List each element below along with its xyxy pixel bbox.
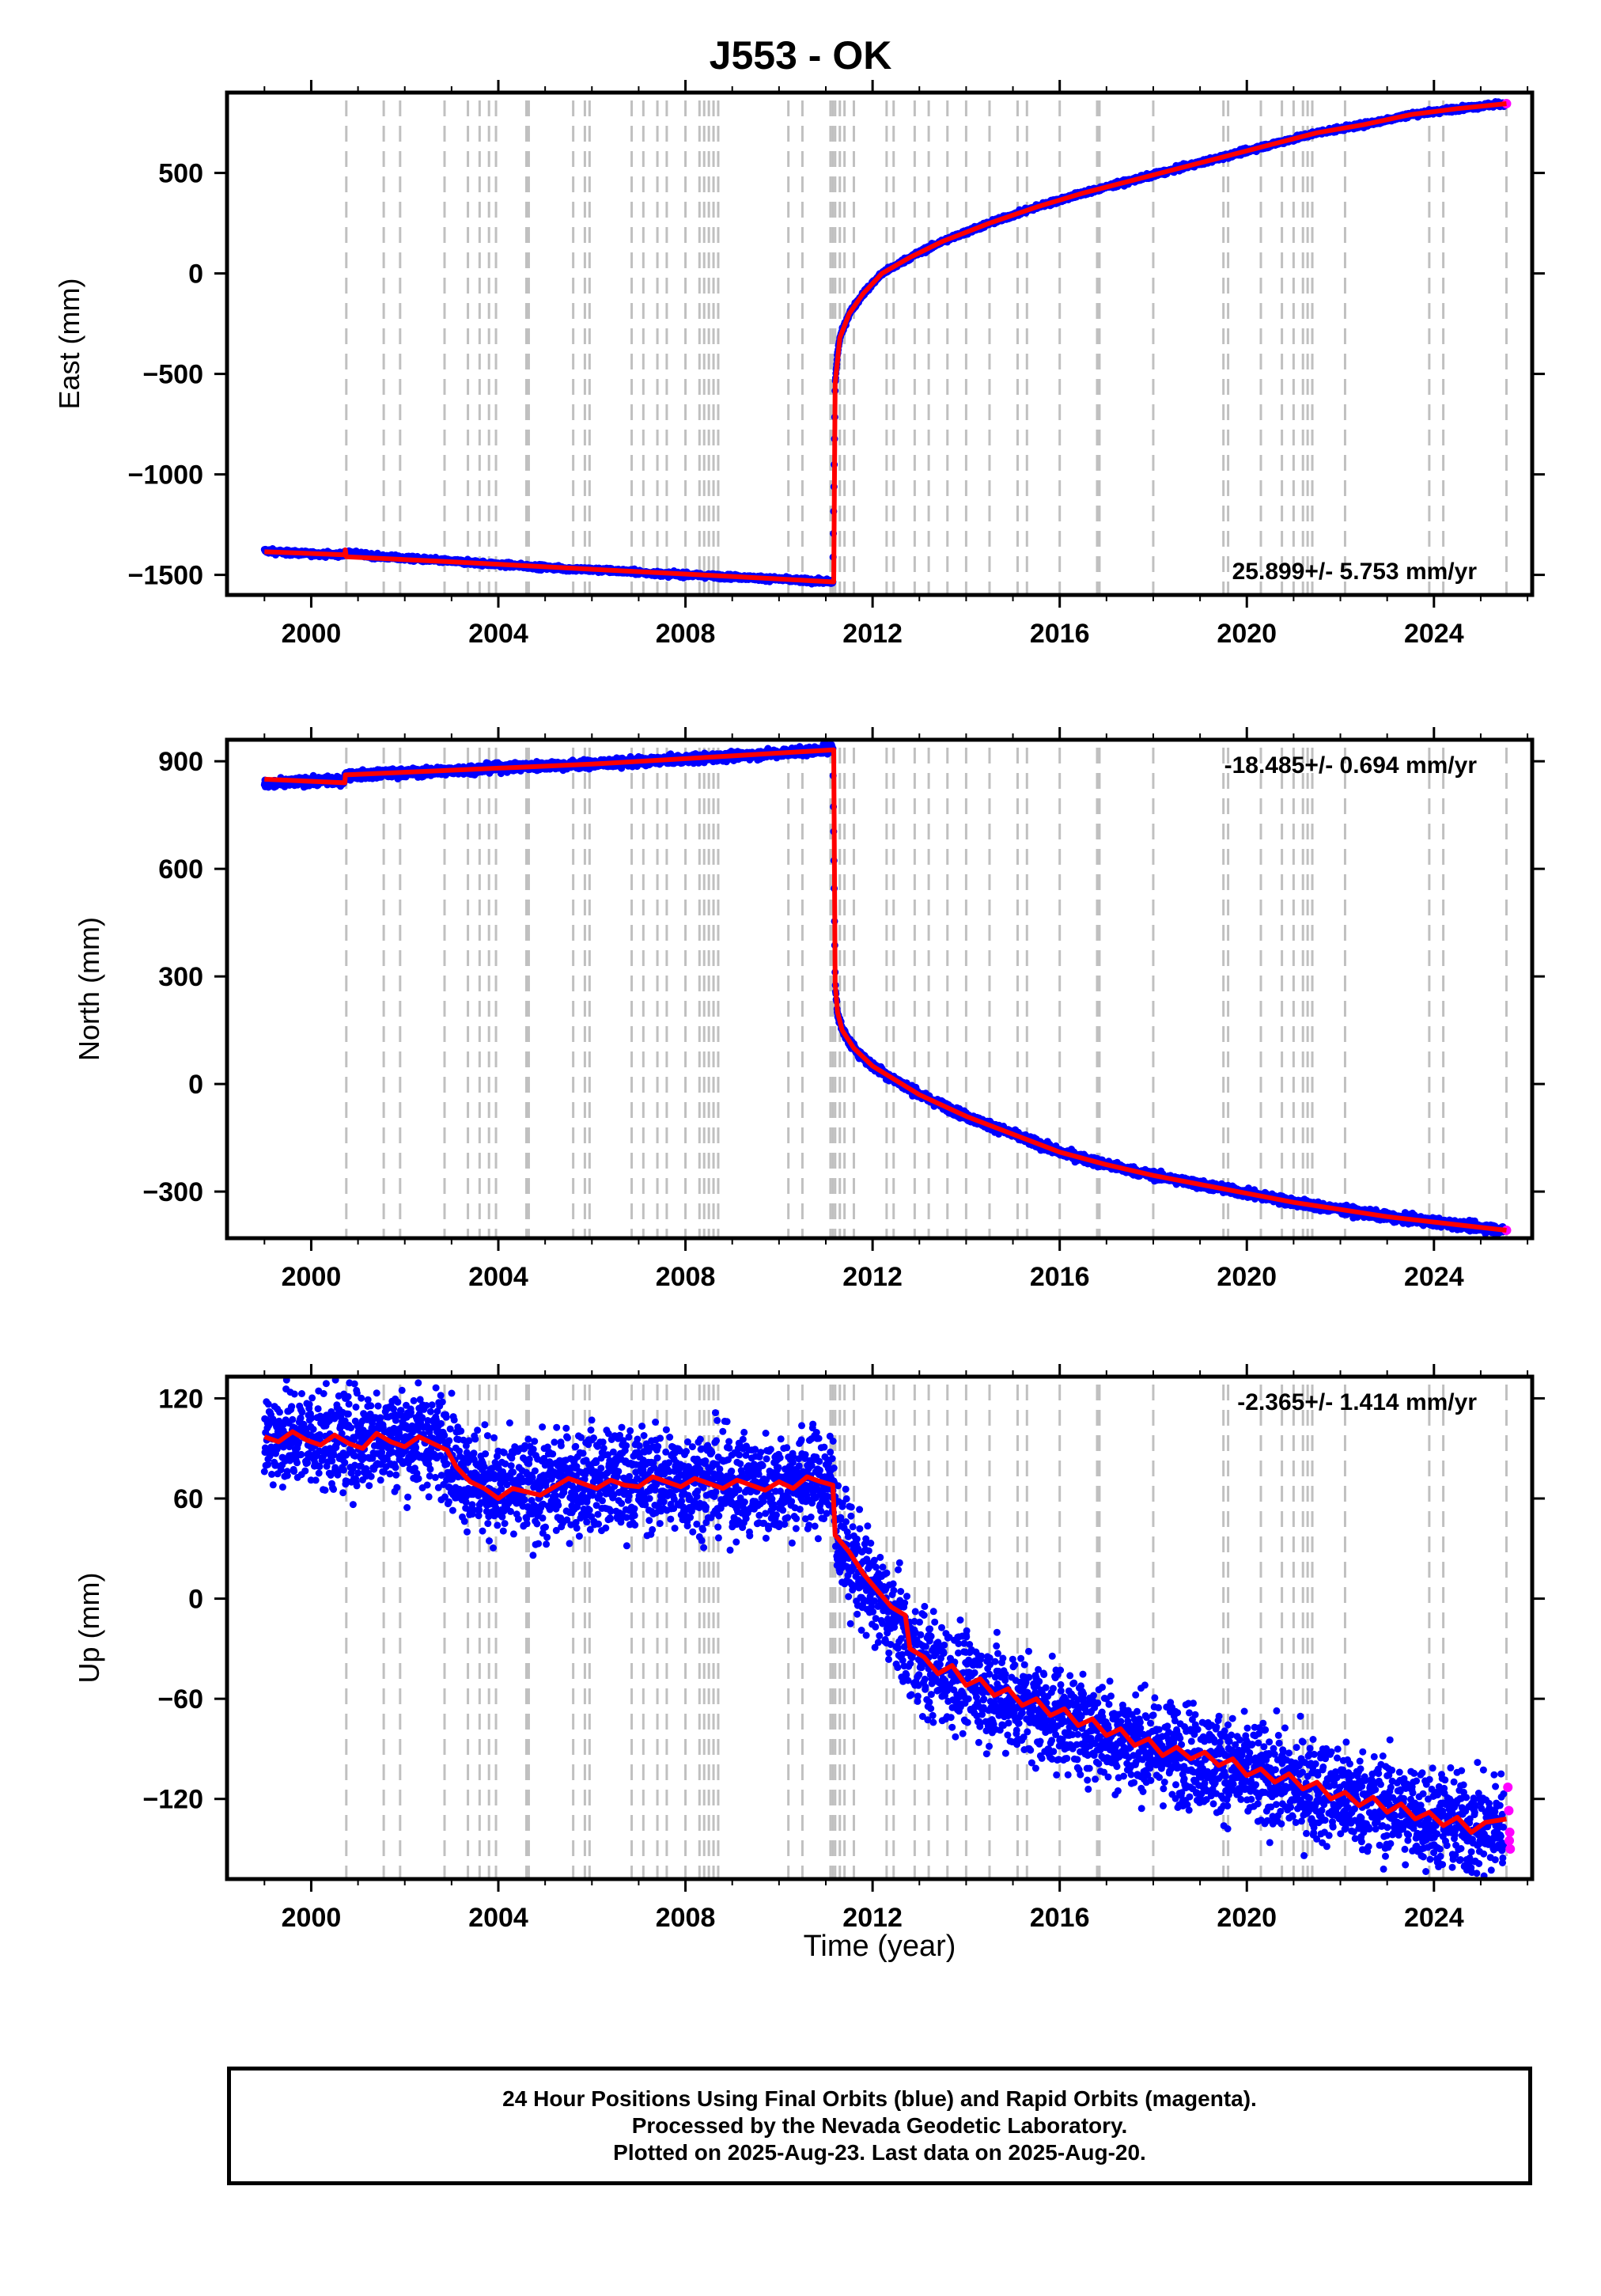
x-tick-label: 2016 <box>1030 619 1090 649</box>
plot-frame <box>225 90 1535 597</box>
panel-1: 2000 2004 2008 2012 2016 2020 2024 500 0 −500 −100… <box>53 80 1545 649</box>
x-tick-label: 2012 <box>842 619 903 649</box>
chart-title: J553 - OK <box>709 33 892 78</box>
y-axis-label: East (mm) <box>53 278 85 410</box>
x-tick-label: 2000 <box>282 619 342 649</box>
x-tick-label: 2004 <box>468 619 528 649</box>
x-tick-label: 2024 <box>1404 619 1464 649</box>
y-tick-label: −1000 <box>128 460 204 491</box>
velocity-label: 25.899+/- 5.753 mm/yr <box>1232 559 1478 585</box>
x-tick-label: 2008 <box>656 619 716 649</box>
y-tick-label: 0 <box>188 260 203 290</box>
final-orbit-points <box>260 741 1508 1237</box>
y-tick-label: −1500 <box>128 561 204 591</box>
y-tick-label: −500 <box>142 360 203 390</box>
final-orbit-points <box>260 98 1508 588</box>
x-tick-label: 2020 <box>1217 619 1277 649</box>
y-tick-label: 500 <box>158 159 203 189</box>
panel-2: 2000 2004 2008 2012 2016 2020 20249006003000−3… <box>73 727 1545 1292</box>
